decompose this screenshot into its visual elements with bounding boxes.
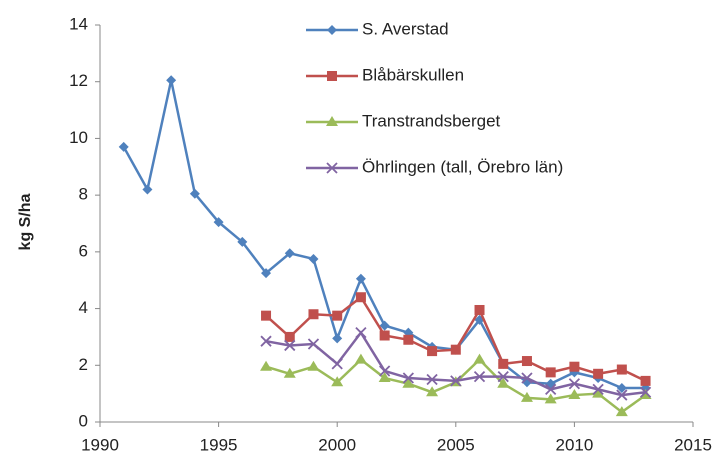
marker	[118, 141, 129, 152]
marker	[355, 327, 367, 339]
marker	[545, 383, 557, 396]
marker	[354, 353, 367, 364]
x-tick-label: 2000	[318, 435, 356, 454]
marker	[450, 375, 462, 387]
y-tick-label: 0	[79, 411, 88, 430]
x-tick-label: 2005	[437, 435, 475, 454]
y-tick-label: 14	[69, 14, 88, 33]
y-tick-label: 10	[69, 128, 88, 147]
marker	[402, 377, 415, 388]
marker	[260, 335, 272, 347]
marker	[450, 344, 461, 355]
marker	[166, 75, 177, 86]
marker	[615, 406, 628, 417]
marker	[307, 360, 320, 371]
y-tick-label: 8	[79, 185, 88, 204]
x-tick-label: 2015	[674, 435, 712, 454]
marker	[284, 331, 295, 342]
marker	[473, 370, 486, 383]
legend-marker	[327, 71, 337, 81]
marker	[260, 360, 273, 371]
legend-label: Transtrandsberget	[362, 111, 501, 130]
series-line	[265, 295, 647, 383]
marker	[307, 338, 320, 350]
legend-label: S. Averstad	[362, 19, 449, 38]
marker	[639, 386, 652, 398]
marker	[497, 377, 510, 388]
legend-label: Blåbärskullen	[362, 65, 464, 84]
marker	[403, 334, 414, 345]
marker	[189, 188, 200, 199]
marker	[568, 378, 581, 390]
marker	[283, 367, 296, 378]
marker	[593, 368, 604, 379]
marker	[308, 309, 319, 320]
marker	[331, 358, 343, 370]
marker	[331, 376, 344, 387]
legend-marker	[326, 162, 338, 174]
marker	[332, 310, 343, 321]
marker	[640, 375, 651, 386]
marker	[568, 389, 581, 400]
marker	[569, 361, 580, 372]
marker	[261, 268, 272, 279]
marker	[427, 346, 438, 357]
marker	[426, 386, 439, 397]
marker	[592, 387, 605, 398]
legend-marker	[327, 25, 337, 35]
marker	[426, 373, 438, 386]
marker	[545, 367, 556, 378]
legend-label: Öhrlingen (tall, Örebro län)	[362, 157, 563, 176]
y-tick-label: 6	[79, 241, 88, 260]
marker	[355, 292, 366, 303]
marker	[379, 320, 390, 331]
marker	[497, 370, 509, 383]
marker	[521, 372, 533, 384]
x-tick-label: 1995	[200, 435, 238, 454]
x-tick-label: 1990	[81, 435, 119, 454]
marker	[284, 248, 295, 259]
marker	[498, 358, 509, 369]
marker	[284, 339, 296, 352]
y-tick-label: 2	[79, 355, 88, 374]
marker	[639, 389, 652, 400]
legend-marker	[326, 116, 338, 126]
marker	[616, 382, 627, 393]
marker	[544, 393, 557, 404]
y-axis-label: kg S/ha	[17, 193, 34, 250]
marker	[616, 364, 627, 375]
x-tick-label: 2010	[555, 435, 593, 454]
marker	[213, 217, 224, 228]
marker	[592, 383, 604, 396]
marker	[402, 372, 414, 384]
marker	[355, 273, 366, 284]
marker	[379, 330, 390, 341]
marker	[520, 391, 533, 402]
marker	[521, 356, 532, 367]
marker	[473, 353, 486, 364]
marker	[142, 184, 153, 195]
marker	[378, 372, 391, 383]
marker	[616, 389, 628, 401]
marker	[237, 236, 248, 247]
marker	[261, 310, 272, 321]
marker	[474, 304, 485, 315]
marker	[332, 333, 343, 344]
marker	[379, 365, 391, 377]
marker	[308, 253, 319, 264]
y-tick-label: 12	[69, 71, 88, 90]
y-tick-label: 4	[79, 298, 88, 317]
